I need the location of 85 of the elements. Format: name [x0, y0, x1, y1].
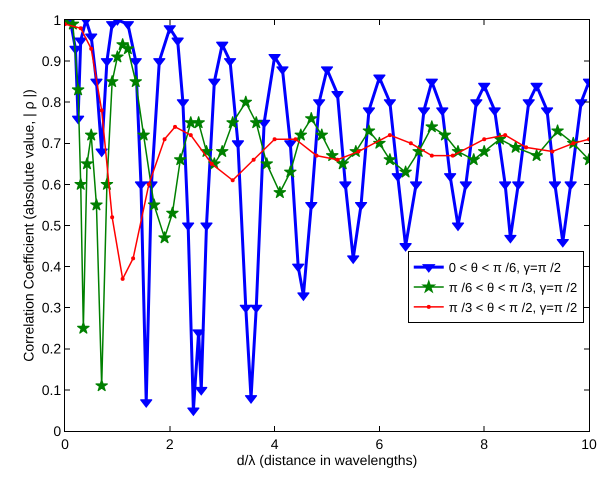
point — [106, 74, 119, 88]
point — [129, 74, 142, 88]
point — [80, 157, 94, 170]
x-axis-title: d/λ (distance in wavelengths) — [236, 452, 418, 468]
y-axis-title: Correlation Coefficient (absolute value, | ρ |) — [20, 89, 36, 362]
point — [131, 256, 136, 260]
point — [503, 133, 508, 138]
point — [314, 154, 319, 158]
point — [74, 178, 88, 190]
y-tick-label: 0.2 — [42, 340, 62, 357]
x-tick-label: 6 — [376, 436, 384, 452]
y-tick-label: 0.9 — [42, 53, 62, 69]
point — [430, 154, 434, 158]
x-tick-label: 10 — [581, 436, 597, 452]
point — [335, 158, 340, 162]
point — [90, 198, 103, 211]
legend-label: 0 < θ < π /6, γ=π /2 — [448, 260, 562, 276]
point — [120, 276, 125, 281]
point — [239, 95, 252, 108]
point — [438, 128, 452, 141]
point — [467, 152, 480, 166]
point — [76, 321, 90, 334]
point — [478, 144, 491, 158]
point — [294, 137, 298, 142]
point — [78, 26, 83, 30]
point — [524, 145, 528, 150]
y-tick-label: 0.4 — [42, 258, 62, 274]
point — [192, 116, 206, 128]
point — [226, 116, 240, 128]
x-tick-label: 2 — [166, 436, 174, 452]
point — [273, 186, 286, 198]
point — [158, 231, 172, 244]
point — [509, 140, 522, 154]
point — [137, 128, 150, 141]
point — [250, 116, 263, 128]
point — [84, 128, 98, 141]
y-tick-label: 0 — [53, 422, 62, 439]
point — [482, 137, 486, 142]
point — [408, 141, 413, 146]
y-tick-label: 0.7 — [42, 135, 62, 152]
y-tick-label: 0.8 — [42, 94, 62, 110]
point — [284, 165, 297, 178]
legend-label: π /3 < θ < π /2, γ=π /2 — [448, 300, 578, 315]
point — [530, 148, 544, 162]
point — [188, 133, 193, 138]
point — [89, 46, 94, 51]
y-tick-label: 1 — [53, 12, 62, 28]
point — [362, 124, 376, 137]
point — [550, 150, 554, 154]
legend-label: π /6 < θ < π /3, γ=π /2 — [448, 280, 578, 296]
point — [551, 124, 564, 137]
point — [148, 198, 161, 211]
x-tick-label: 8 — [480, 436, 488, 452]
y-tick-label: 0.6 — [42, 176, 62, 192]
point — [210, 162, 214, 166]
point — [399, 165, 412, 178]
y-tick-label: 0.5 — [42, 217, 62, 234]
point — [356, 150, 360, 154]
point — [95, 378, 108, 392]
y-tick-label: 0.1 — [42, 382, 62, 398]
x-tick-label: 4 — [270, 436, 279, 452]
point — [146, 182, 151, 186]
point — [260, 157, 274, 170]
point — [304, 112, 318, 124]
point — [294, 128, 308, 141]
point — [121, 42, 134, 54]
point — [383, 152, 396, 166]
point — [216, 144, 229, 158]
point — [425, 120, 438, 132]
point — [230, 178, 235, 182]
point — [100, 108, 104, 112]
point — [388, 133, 392, 138]
y-tick-label: 0.3 — [42, 300, 62, 316]
point — [110, 50, 124, 63]
point — [110, 215, 114, 220]
point — [166, 206, 179, 219]
point — [252, 158, 256, 162]
point — [72, 83, 85, 96]
point — [450, 154, 455, 158]
point — [174, 152, 187, 166]
point — [272, 137, 277, 142]
point — [162, 137, 167, 142]
point — [336, 157, 350, 170]
point — [173, 124, 178, 129]
point — [315, 128, 328, 141]
